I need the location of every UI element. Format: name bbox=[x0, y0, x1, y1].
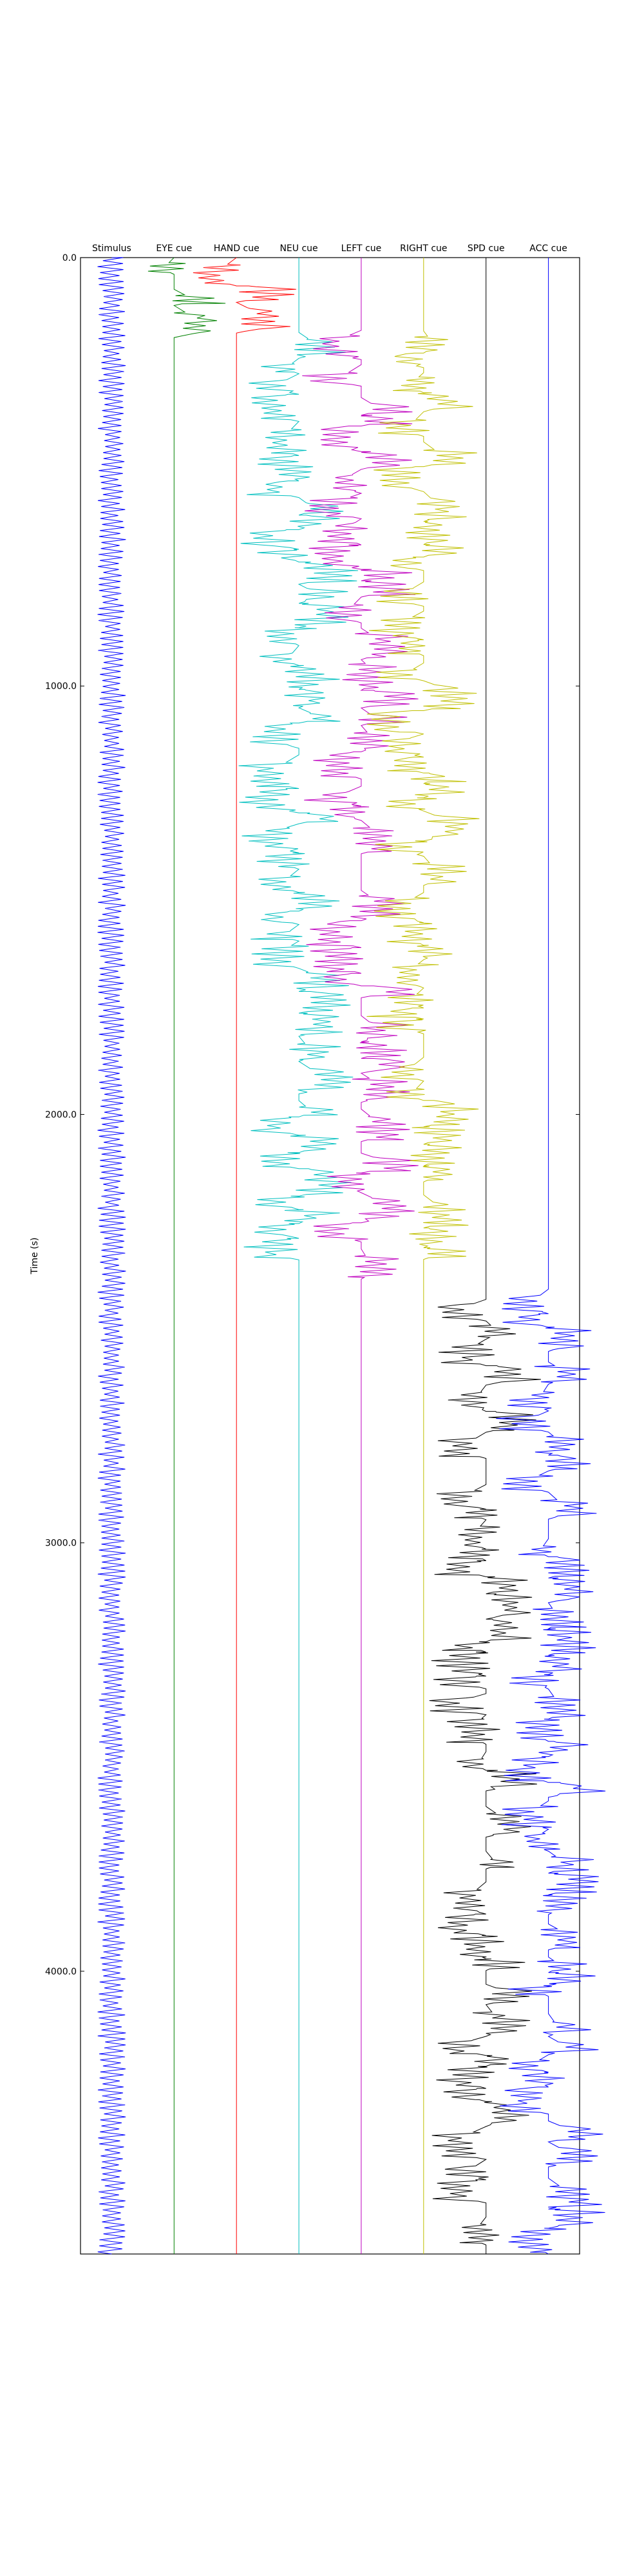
series-line-0 bbox=[97, 257, 126, 2255]
column-label-5: RIGHT cue bbox=[400, 243, 447, 254]
series-line-6 bbox=[429, 258, 541, 2254]
column-label-0: Stimulus bbox=[92, 243, 131, 254]
column-labels: Stimulus EYE cue HAND cue NEU cue LEFT cue RI… bbox=[92, 243, 567, 254]
series-line-2 bbox=[193, 257, 296, 2254]
series-line-5 bbox=[366, 258, 480, 2254]
y-tick-label-3: 3000.0 bbox=[45, 1539, 77, 1549]
series-line-7 bbox=[496, 258, 606, 2255]
y-tick-label-4: 4000.0 bbox=[45, 1967, 77, 1977]
column-label-3: NEU cue bbox=[279, 243, 317, 254]
column-label-4: LEFT cue bbox=[341, 243, 382, 254]
y-tick-label-1: 1000.0 bbox=[45, 681, 77, 692]
series-line-3 bbox=[238, 258, 358, 2254]
column-label-7: ACC cue bbox=[529, 243, 567, 254]
y-axis-label: Time (s) bbox=[30, 1238, 40, 1275]
series-line-4 bbox=[302, 258, 419, 2254]
y-tick-label-2: 2000.0 bbox=[45, 1110, 77, 1120]
column-label-6: SPD cue bbox=[468, 243, 505, 254]
y-axis: 0.0 1000.0 2000.0 3000.0 4000.0 bbox=[45, 253, 580, 1977]
column-label-1: EYE cue bbox=[156, 243, 192, 254]
plot-frame bbox=[80, 257, 580, 2255]
column-label-2: HAND cue bbox=[214, 243, 260, 254]
y-tick-label-0: 0.0 bbox=[62, 253, 77, 263]
series-line-1 bbox=[147, 257, 226, 2254]
traces bbox=[97, 257, 606, 2255]
